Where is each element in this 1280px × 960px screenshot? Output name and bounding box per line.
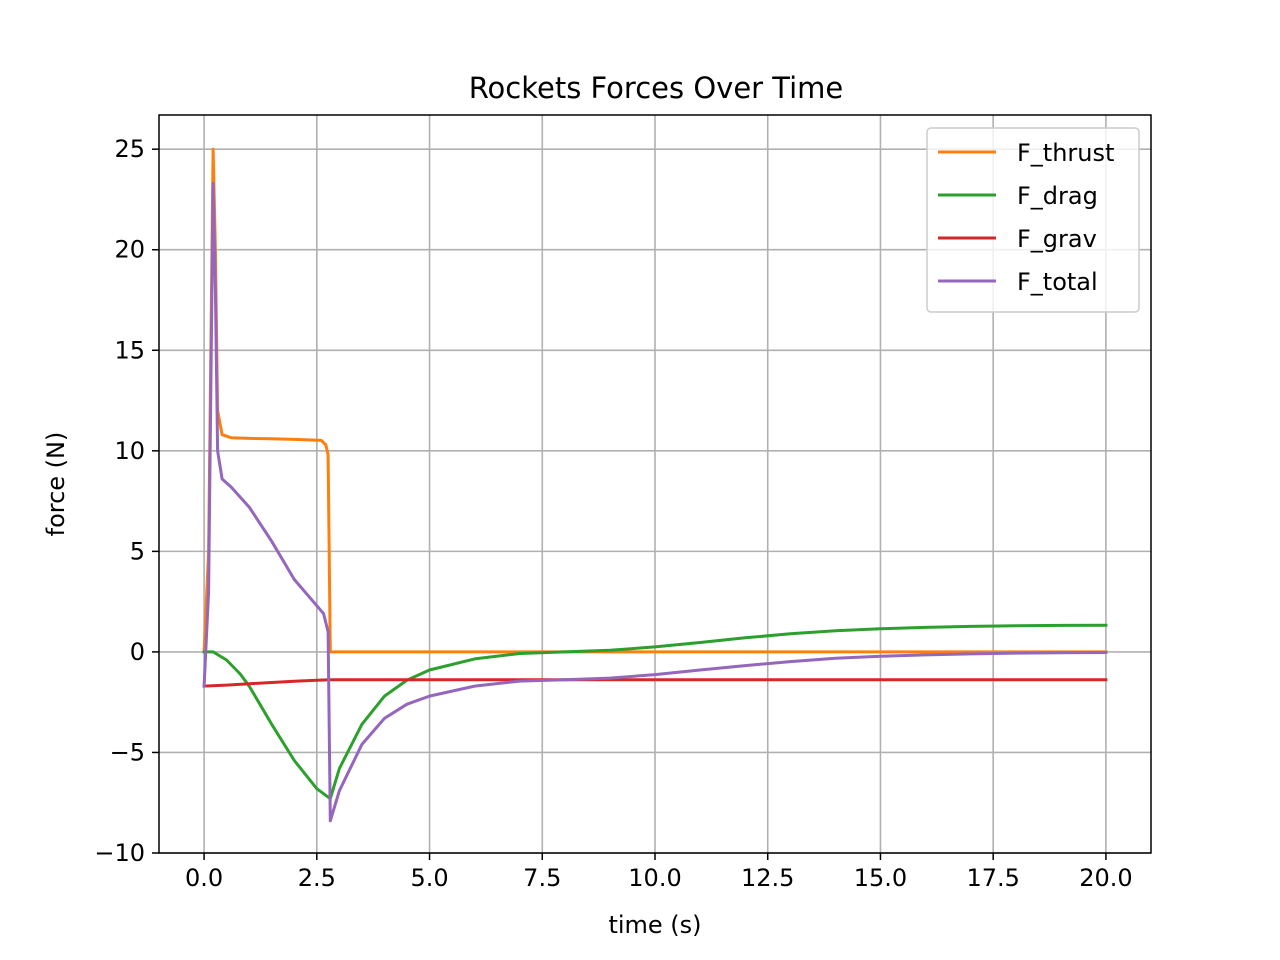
x-tick-label: 12.5 [741, 864, 794, 892]
y-tick-label: 5 [130, 537, 145, 565]
x-axis-label: time (s) [608, 911, 701, 939]
x-tick-label: 7.5 [523, 864, 561, 892]
y-tick-label: 15 [114, 336, 145, 364]
legend-label: F_total [1017, 268, 1098, 296]
y-tick-label: 25 [114, 135, 145, 163]
y-axis-label: force (N) [42, 432, 70, 537]
y-tick-label: 0 [130, 638, 145, 666]
series-line-f-grav [202, 678, 1108, 688]
series-line-f-total [202, 181, 1108, 823]
legend-label: F_drag [1017, 182, 1098, 210]
y-tick-label: −10 [94, 839, 145, 867]
chart-title: Rockets Forces Over Time [469, 71, 844, 105]
x-tick-label: 15.0 [854, 864, 907, 892]
series-layer [202, 147, 1108, 823]
legend-label: F_grav [1017, 225, 1097, 253]
legend-box [926, 127, 1140, 313]
x-tick-label: 17.5 [966, 864, 1019, 892]
series-line-f-drag [202, 623, 1108, 801]
y-tick-label: 20 [114, 236, 145, 264]
x-tick-label: 20.0 [1079, 864, 1132, 892]
x-tick-label: 0.0 [185, 864, 223, 892]
x-tick-label: 10.0 [628, 864, 681, 892]
x-axis: 0.0 2.5 5.0 7.5 10.0 12.5 15.0 17.5 20.0 [185, 853, 1133, 892]
y-axis: −10 −5 0 5 10 15 20 25 [94, 135, 159, 867]
y-tick-label: −5 [110, 738, 145, 766]
x-tick-label: 2.5 [298, 864, 336, 892]
y-tick-label: 10 [114, 437, 145, 465]
legend-label: F_thrust [1017, 139, 1114, 167]
x-tick-label: 5.0 [410, 864, 448, 892]
legend: F_thrust F_drag F_grav F_total [926, 127, 1140, 313]
